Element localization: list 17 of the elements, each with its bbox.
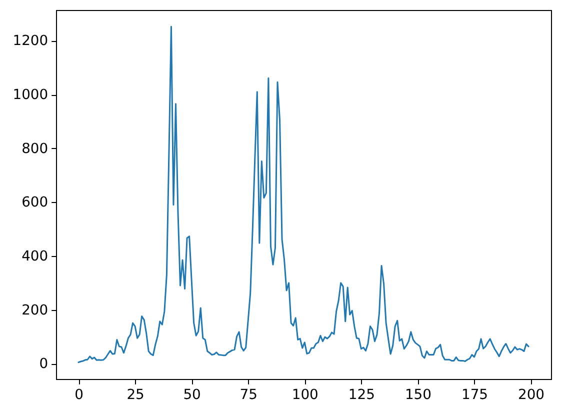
y-tick-label: 0 (39, 356, 48, 372)
y-tick-label: 800 (22, 140, 48, 157)
y-tick-label: 1200 (12, 33, 48, 50)
y-tick-label: 200 (22, 302, 48, 318)
x-tick-label: 25 (126, 386, 144, 403)
x-tick-label: 175 (461, 386, 488, 403)
x-tick-label: 0 (74, 386, 84, 403)
y-tick-label: 1000 (12, 87, 48, 104)
y-tick-label: 600 (22, 194, 48, 211)
y-tick-label: 400 (22, 248, 48, 264)
line-series (78, 26, 530, 364)
x-tick-label: 100 (292, 386, 318, 403)
x-tick-label: 150 (404, 386, 432, 403)
x-tick-label: 200 (518, 386, 545, 403)
x-tick-label: 50 (183, 386, 201, 403)
x-tick-label: 125 (348, 386, 375, 403)
x-tick-label: 75 (240, 386, 258, 403)
